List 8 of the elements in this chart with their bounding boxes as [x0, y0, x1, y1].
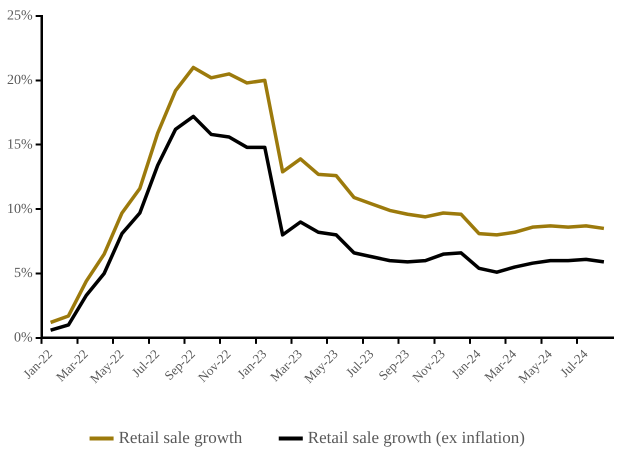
legend-label: Retail sale growth (ex inflation) [308, 428, 525, 447]
y-tick-label: 15% [6, 137, 33, 152]
legend-label: Retail sale growth [118, 428, 243, 447]
y-tick-label: 25% [6, 8, 33, 24]
y-tick-label: 5% [14, 266, 33, 282]
y-tick-label: 10% [6, 202, 33, 217]
y-tick-label: 20% [6, 73, 33, 88]
y-tick-label: 0% [14, 330, 33, 346]
